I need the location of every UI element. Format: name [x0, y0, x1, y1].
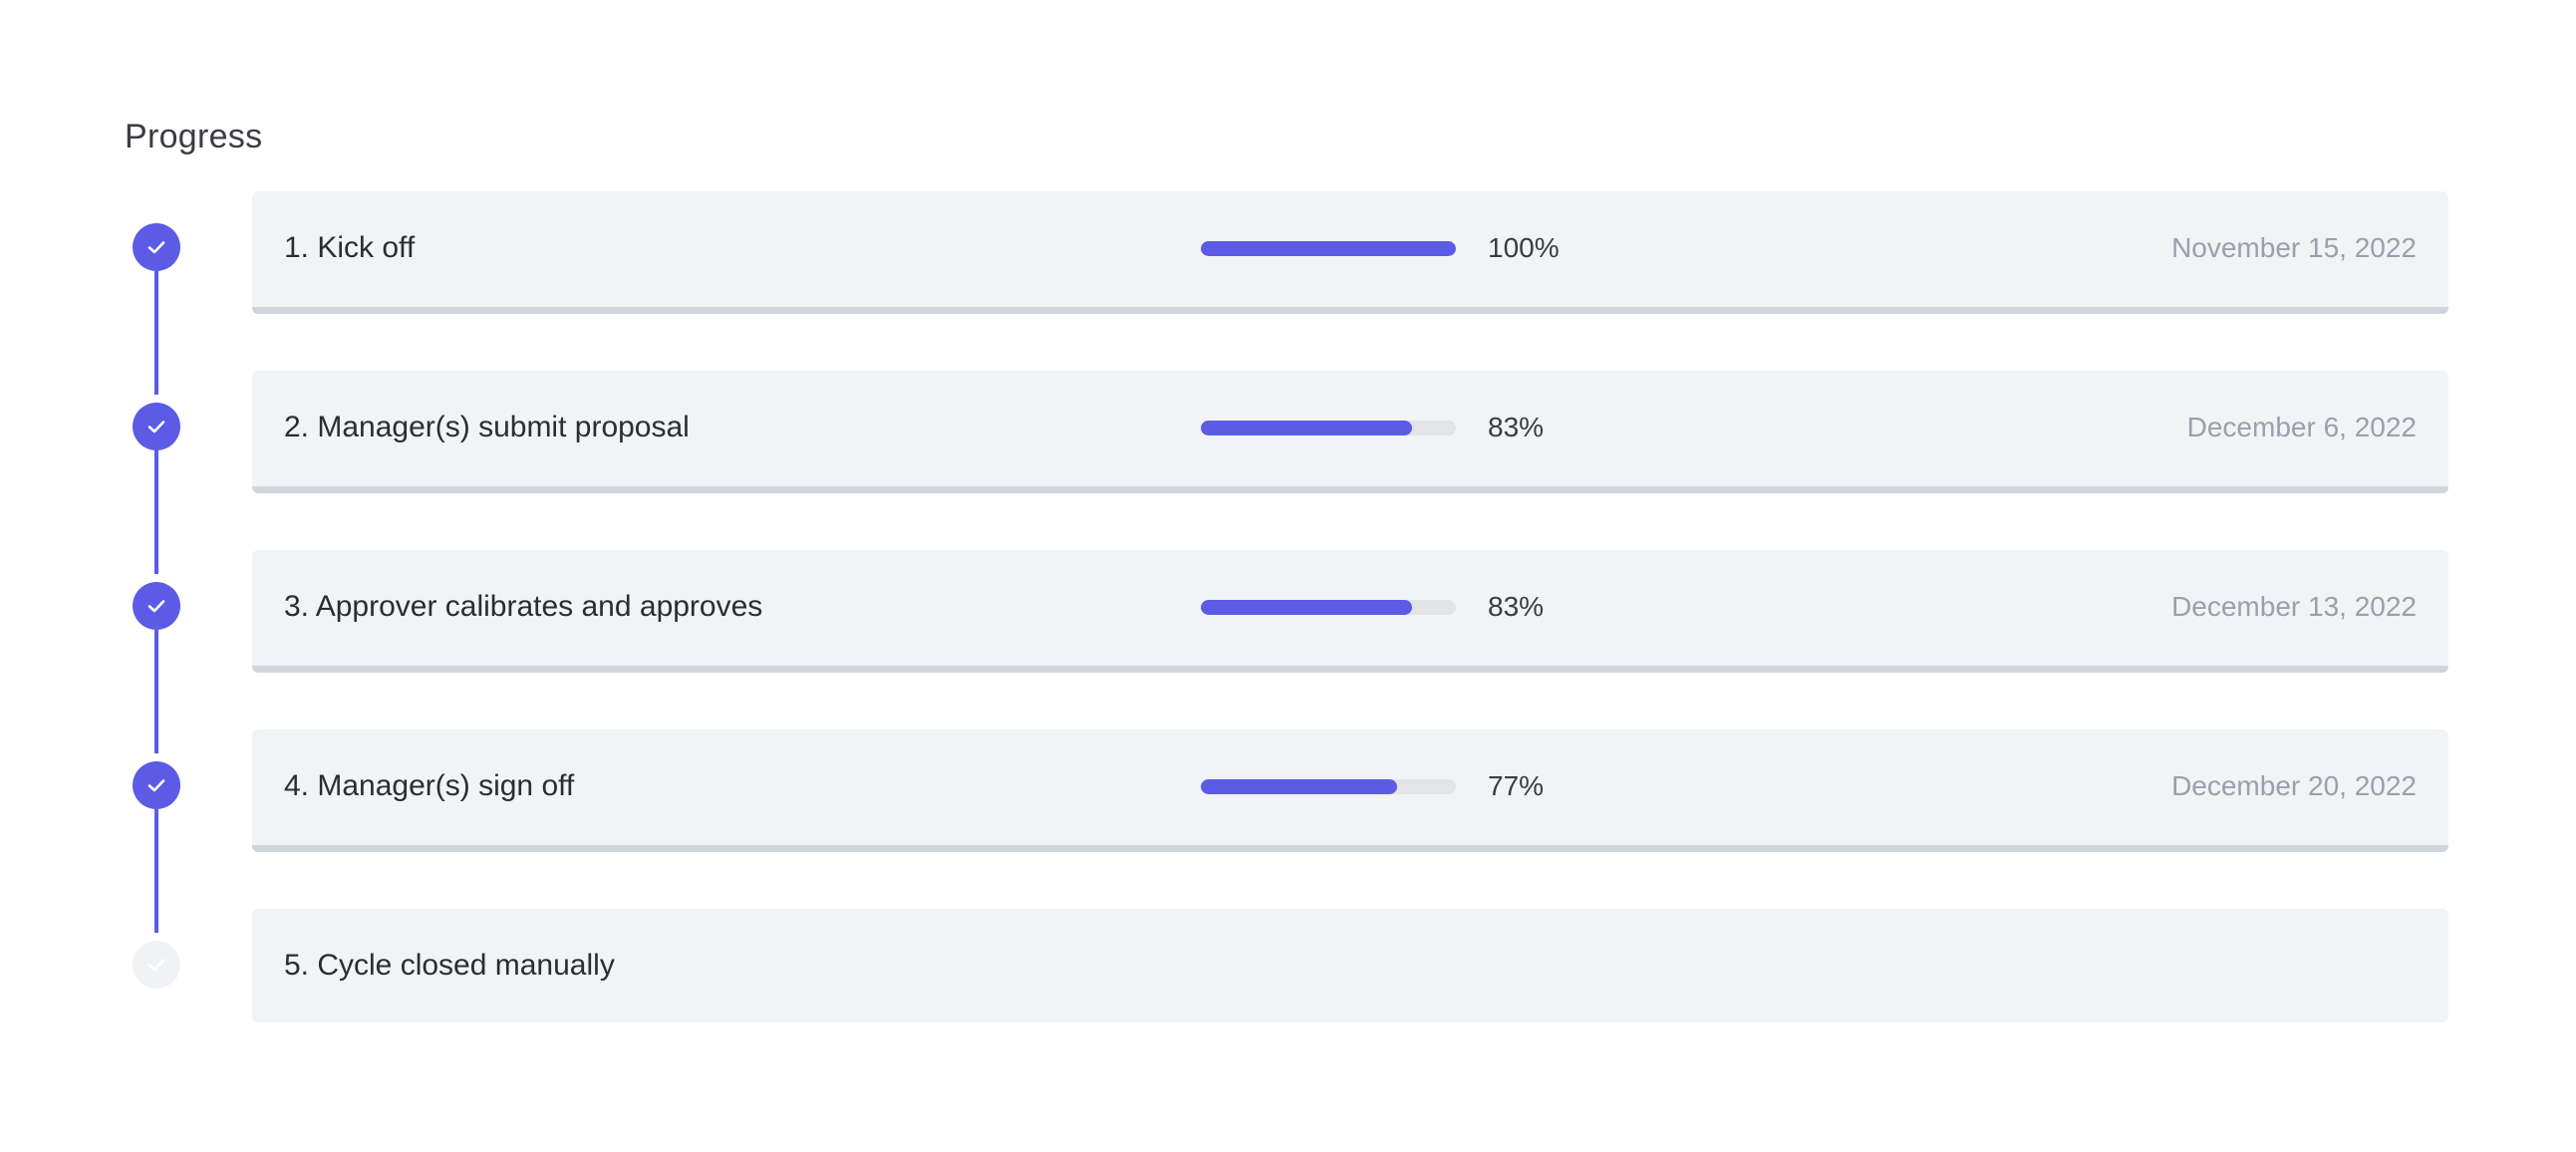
timeline-connector [154, 450, 158, 574]
step-date: December 13, 2022 [2171, 591, 2417, 622]
timeline-connector [154, 271, 158, 395]
step-card[interactable]: 5. Cycle closed manually [252, 909, 2448, 1022]
step-title: 4. Manager(s) sign off [284, 769, 575, 802]
step-status-circle [133, 582, 180, 630]
section-title: Progress [125, 118, 263, 155]
step-title: 1. Kick off [284, 231, 416, 264]
step-card[interactable]: 2. Manager(s) submit proposal 83% Decemb… [252, 371, 2448, 493]
step-card[interactable]: 1. Kick off 100% November 15, 2022 [252, 191, 2448, 314]
step-status-circle [133, 403, 180, 450]
timeline-connector [154, 809, 158, 933]
step-date: November 15, 2022 [2171, 232, 2417, 263]
step-date: December 20, 2022 [2171, 770, 2417, 801]
progress-bar [1201, 421, 1456, 435]
step-title: 2. Manager(s) submit proposal [284, 411, 690, 443]
progress-percent: 100% [1488, 232, 1560, 263]
progress-percent: 83% [1488, 591, 1545, 622]
progress-percent: 77% [1488, 770, 1545, 801]
step-date: December 6, 2022 [2186, 412, 2417, 442]
check-icon [147, 779, 165, 792]
step-card[interactable]: 4. Manager(s) sign off 77% December 20, … [252, 729, 2448, 852]
progress-percent: 83% [1488, 412, 1545, 442]
check-icon [147, 241, 165, 254]
progress-bar [1201, 779, 1456, 794]
progress-bar [1201, 600, 1456, 615]
step-title: 5. Cycle closed manually [284, 949, 615, 982]
step-card[interactable]: 3. Approver calibrates and approves 83% … [252, 550, 2448, 673]
timeline-connector [154, 630, 158, 753]
step-status-circle [133, 761, 180, 809]
check-icon [147, 421, 165, 433]
progress-bar-fill [1201, 779, 1398, 794]
progress-bar-fill [1201, 421, 1413, 435]
progress-bar [1201, 241, 1456, 256]
step-status-circle [133, 223, 180, 271]
step-title: 3. Approver calibrates and approves [284, 590, 763, 623]
progress-bar-fill [1201, 600, 1413, 615]
check-icon [147, 600, 165, 613]
progress-bar-fill [1201, 241, 1456, 256]
check-icon [147, 959, 165, 972]
step-status-circle [133, 941, 180, 989]
